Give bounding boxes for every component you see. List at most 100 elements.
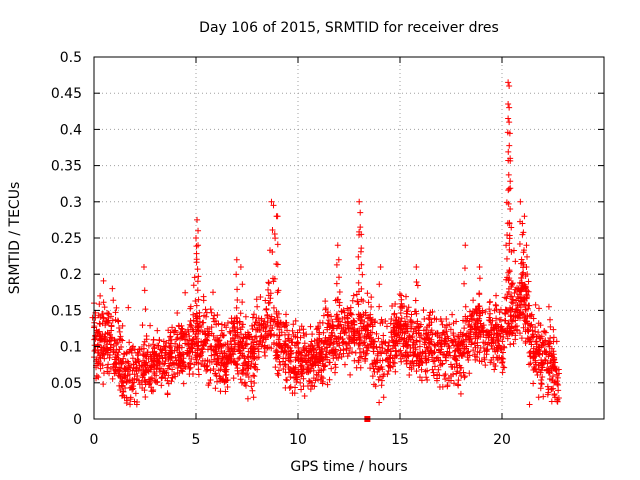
data-point: [349, 348, 356, 355]
data-point: [463, 345, 470, 352]
data-point: [516, 302, 523, 309]
data-point: [404, 321, 411, 328]
data-point: [317, 353, 324, 360]
data-point: [367, 329, 374, 336]
data-point: [415, 353, 422, 360]
data-point: [120, 379, 127, 386]
data-point: [193, 250, 200, 257]
data-point: [401, 330, 408, 337]
data-point: [390, 327, 397, 334]
data-point: [300, 383, 307, 390]
data-point: [446, 321, 453, 328]
data-point: [492, 362, 499, 369]
data-point: [537, 369, 544, 376]
data-point: [503, 295, 510, 302]
data-point: [432, 342, 439, 349]
data-point: [289, 339, 296, 346]
data-point: [162, 358, 169, 365]
data-point: [373, 357, 380, 364]
data-point: [252, 345, 259, 352]
data-point: [283, 376, 290, 383]
data-point: [528, 334, 535, 341]
data-point: [459, 351, 466, 358]
data-point: [187, 364, 194, 371]
y-tick-label: 0: [73, 412, 82, 428]
data-point: [541, 348, 548, 355]
data-point: [324, 309, 331, 316]
data-point: [422, 330, 429, 337]
data-point: [375, 365, 382, 372]
data-point: [311, 383, 318, 390]
data-point: [212, 385, 219, 392]
data-point: [175, 322, 182, 329]
data-point: [284, 377, 291, 384]
data-point: [496, 316, 503, 323]
data-point: [169, 366, 176, 373]
data-point: [101, 335, 108, 342]
data-point: [367, 340, 374, 347]
data-point: [416, 374, 423, 381]
x-tick-label: 0: [90, 432, 99, 448]
data-point: [524, 271, 531, 278]
data-point: [493, 346, 500, 353]
data-point: [232, 331, 239, 338]
data-point: [366, 335, 373, 342]
data-point: [457, 364, 464, 371]
data-point: [427, 339, 434, 346]
data-point: [362, 357, 369, 364]
data-point: [240, 335, 247, 342]
data-point: [141, 387, 148, 394]
data-point: [156, 352, 163, 359]
data-point: [420, 327, 427, 334]
data-point: [325, 317, 332, 324]
data-point: [193, 328, 200, 335]
data-point: [194, 287, 201, 294]
data-point: [358, 231, 365, 238]
data-point: [486, 314, 493, 321]
data-point: [115, 372, 122, 379]
data-point: [353, 336, 360, 343]
data-point: [524, 293, 531, 300]
data-point: [550, 334, 557, 341]
data-point: [392, 368, 399, 375]
data-point: [106, 330, 113, 337]
data-point: [159, 355, 166, 362]
data-point: [530, 331, 537, 338]
data-point: [518, 274, 525, 281]
data-point: [358, 296, 365, 303]
data-point: [508, 280, 515, 287]
data-point: [314, 325, 321, 332]
data-point: [164, 391, 171, 398]
data-point: [503, 242, 510, 249]
data-point: [275, 336, 282, 343]
data-point: [510, 247, 517, 254]
data-point: [240, 345, 247, 352]
data-point: [220, 361, 227, 368]
data-point: [153, 372, 160, 379]
data-point: [460, 350, 467, 357]
data-point: [364, 290, 371, 297]
data-point: [421, 316, 428, 323]
data-point: [506, 219, 513, 226]
data-point: [323, 354, 330, 361]
data-point: [525, 288, 532, 295]
data-point: [275, 367, 282, 374]
data-point: [195, 296, 202, 303]
data-point: [393, 347, 400, 354]
data-point: [364, 331, 371, 338]
data-point: [522, 318, 529, 325]
data-point: [315, 369, 322, 376]
data-point: [507, 185, 514, 192]
data-point: [110, 361, 117, 368]
data-point: [269, 226, 276, 233]
data-point: [517, 198, 524, 205]
data-point: [138, 366, 145, 373]
data-point: [336, 274, 343, 281]
data-point: [482, 308, 489, 315]
data-point: [97, 346, 104, 353]
data-point: [358, 314, 365, 321]
data-point: [398, 334, 405, 341]
data-point: [530, 315, 537, 322]
data-point: [284, 327, 291, 334]
data-point: [301, 332, 308, 339]
